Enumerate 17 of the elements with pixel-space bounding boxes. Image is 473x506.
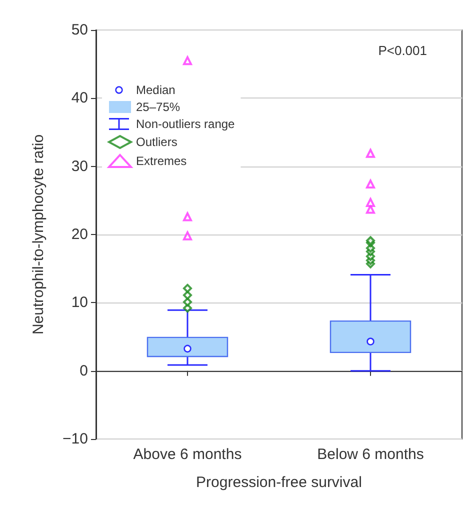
y-tick-label: 40 xyxy=(71,90,88,107)
legend-label: Extremes xyxy=(136,154,187,168)
y-tick-label: 50 xyxy=(71,22,88,38)
annotation: Median xyxy=(136,83,176,97)
legend-label: 25–75% xyxy=(136,100,180,114)
legend-label: Outliers xyxy=(136,135,178,149)
y-tick-label: 30 xyxy=(71,158,88,175)
y-tick-label: 0 xyxy=(80,362,88,380)
x-tick-label: Below 6 months xyxy=(317,446,424,463)
y-tick-label: −10 xyxy=(62,430,88,448)
y-tick-label: 20 xyxy=(71,226,88,243)
annotation: Non-outliers range xyxy=(136,117,236,131)
y-axis-title: Neutrophil-to-lymphocyte ratio xyxy=(30,134,47,335)
annotation: P<0.001 xyxy=(378,43,427,58)
y-tick-label: 10 xyxy=(71,294,88,312)
x-axis-title: Progression-free survival xyxy=(196,474,362,491)
x-tick-label: Above 6 months xyxy=(133,446,242,463)
